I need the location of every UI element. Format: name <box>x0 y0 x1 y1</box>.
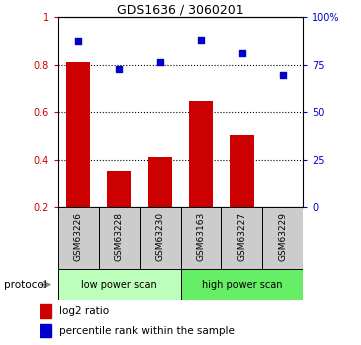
Text: GSM63163: GSM63163 <box>196 212 205 261</box>
Bar <box>180 207 221 269</box>
Point <box>75 38 81 44</box>
Bar <box>230 135 254 207</box>
Bar <box>262 207 303 269</box>
Text: percentile rank within the sample: percentile rank within the sample <box>59 326 235 336</box>
Bar <box>99 207 140 269</box>
Text: GSM63227: GSM63227 <box>238 212 246 261</box>
Text: protocol: protocol <box>4 280 46 289</box>
Text: GSM63230: GSM63230 <box>156 212 165 261</box>
Text: GSM63228: GSM63228 <box>115 212 123 261</box>
Bar <box>221 207 262 269</box>
Bar <box>40 324 51 337</box>
Point <box>239 50 245 56</box>
Bar <box>66 62 91 207</box>
Point <box>198 38 204 43</box>
Title: GDS1636 / 3060201: GDS1636 / 3060201 <box>117 3 244 16</box>
Text: GSM63226: GSM63226 <box>74 212 83 261</box>
Text: log2 ratio: log2 ratio <box>59 306 109 316</box>
Point <box>280 72 286 78</box>
Text: GSM63229: GSM63229 <box>278 212 287 261</box>
Bar <box>189 101 213 207</box>
Point <box>116 67 122 72</box>
Bar <box>107 171 131 207</box>
Text: high power scan: high power scan <box>202 280 282 289</box>
Bar <box>180 269 303 300</box>
Bar <box>148 157 172 207</box>
Point <box>157 59 163 65</box>
Bar <box>140 207 180 269</box>
Bar <box>58 269 180 300</box>
Bar <box>40 304 51 317</box>
Bar <box>58 207 99 269</box>
Text: low power scan: low power scan <box>81 280 157 289</box>
